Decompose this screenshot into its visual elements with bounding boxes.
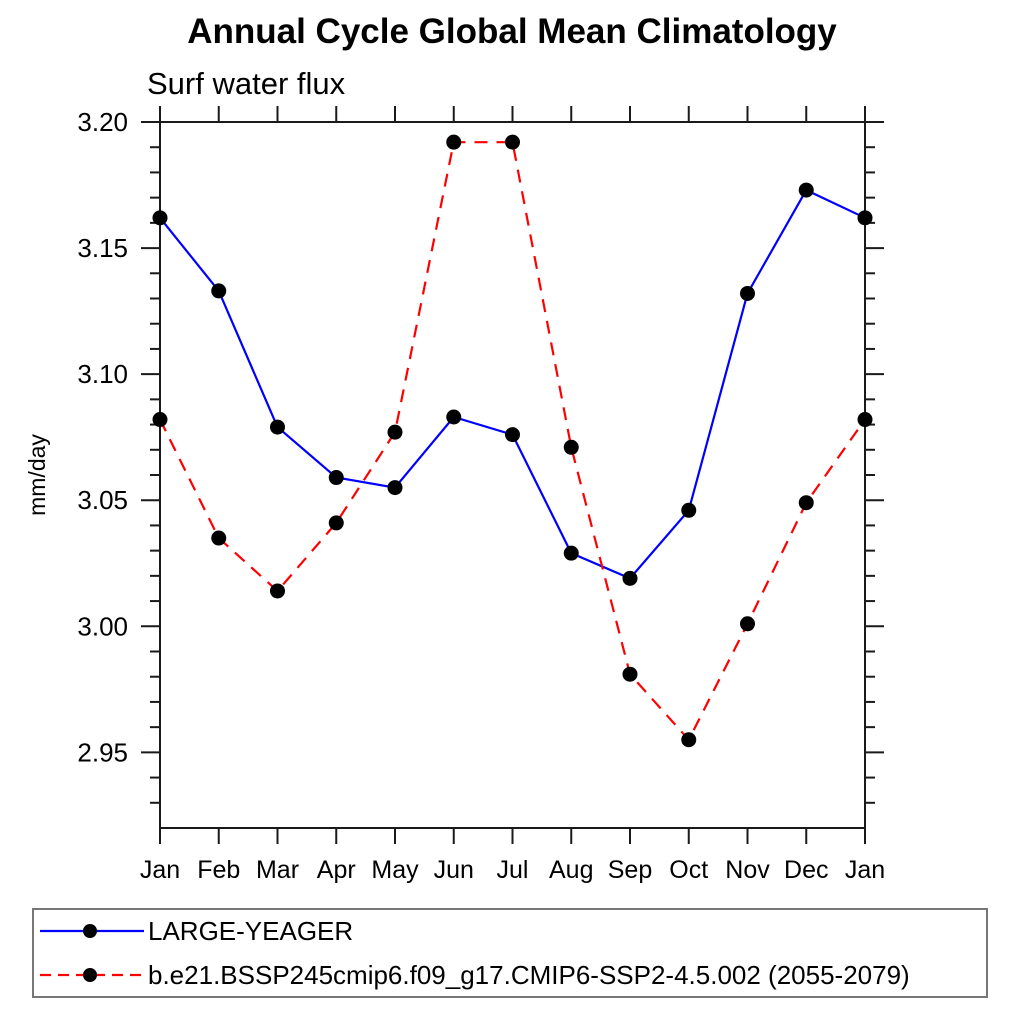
x-tick-label: Jan [140,856,180,884]
y-tick-label: 3.15 [77,233,128,263]
x-tick-label: Aug [549,856,593,884]
data-point-marker [563,439,579,455]
plot-frame [159,121,866,829]
series-line-0 [159,188,866,580]
x-tick-label: Jun [434,856,474,884]
legend-swatch [40,968,144,982]
x-tick-label: Dec [784,856,828,884]
data-point-marker [387,424,403,440]
data-point-marker [328,515,344,531]
x-tick-label: Jul [497,856,529,884]
data-point-marker [211,283,227,299]
data-point-marker [505,134,520,150]
legend-item-label: LARGE-YEAGER [148,916,354,946]
data-point-marker [211,530,227,546]
data-point-marker [740,285,755,301]
data-point-marker [857,210,873,226]
data-point-marker [270,419,285,435]
data-point-marker [798,182,814,198]
x-tick-label: May [371,856,419,884]
legend-marker-sample [83,968,97,982]
legend-item-label: b.e21.BSSP245cmip6.f09_g17.CMIP6-SSP2-4.… [148,960,910,990]
data-point-marker [152,412,168,428]
x-tick-label: Feb [197,856,240,884]
data-point-marker [563,545,579,561]
legend-item: b.e21.BSSP245cmip6.f09_g17.CMIP6-SSP2-4.… [38,955,986,995]
data-point-marker [446,134,462,150]
data-point-marker [152,210,168,226]
data-point-marker [681,502,697,518]
data-point-marker [270,583,285,599]
data-point-marker [387,480,403,496]
data-point-marker [328,470,344,486]
data-point-marker [740,616,755,632]
chart-subtitle: Surf water flux [147,66,346,101]
y-tick-label: 3.05 [77,485,128,515]
data-point-marker [622,666,638,682]
y-axis-label: mm/day [24,434,50,516]
data-point-marker [446,409,462,425]
data-point-marker [857,412,873,428]
data-point-marker [622,570,638,586]
y-tick-label: 3.00 [77,611,128,641]
data-point-marker [798,495,814,511]
y-tick-label: 3.20 [77,107,128,137]
chart-title: Annual Cycle Global Mean Climatology [187,12,837,51]
y-tick-label: 3.10 [77,359,128,389]
plot-area: Jan Feb Mar Apr May Jun Jul Aug Sep Oct Nov Dec Jan 2… [24,106,885,884]
x-tick-label: Sep [608,856,652,884]
x-tick-label: Nov [725,856,770,884]
y-tick-label: 2.95 [77,737,128,767]
data-point-marker [505,427,520,443]
legend: LARGE-YEAGER b.e21.BSSP245cmip6.f09_g17.C… [32,908,988,998]
x-tick-label: Jan [845,856,885,884]
x-tick-label: Apr [317,856,356,884]
x-tick-label: Oct [669,856,708,884]
data-point-marker [681,732,697,748]
legend-marker-sample [83,924,97,938]
legend-swatch [40,924,144,938]
x-tick-label: Mar [256,856,299,884]
legend-item: LARGE-YEAGER [38,911,986,951]
